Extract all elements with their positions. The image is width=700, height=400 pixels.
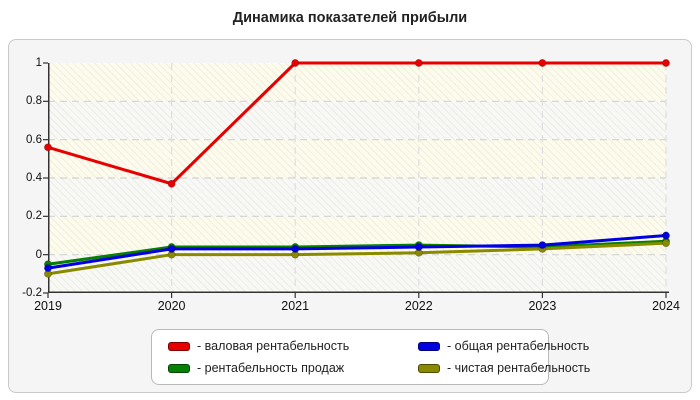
sales-margin-swatch: [168, 363, 190, 373]
legend-item-total-margin: - общая рентабельность: [418, 336, 590, 356]
chart-panel: -0.2 0 0.2 0.4 0.6 0.8 1 2019 2020 2021 2022 2023 2…: [8, 39, 692, 393]
legend-label: - чистая рентабельность: [447, 361, 591, 375]
y-tick-label: 1: [35, 57, 42, 69]
y-tick-label: -0.2: [22, 287, 42, 299]
x-tick-label: 2019: [34, 299, 62, 313]
y-tick-label: 0.6: [26, 133, 42, 146]
data-point: [662, 59, 671, 67]
legend: - валовая рентабельность - общая рентабе…: [151, 329, 590, 385]
y-tick-label: 0.4: [26, 172, 42, 184]
legend-label: - общая рентабельность: [447, 339, 590, 353]
data-line: [47, 239, 667, 266]
data-point: [538, 241, 547, 250]
y-tick-label: 0.2: [26, 210, 42, 223]
data-point: [44, 143, 52, 152]
data-line: [47, 61, 666, 186]
data-point: [167, 244, 176, 253]
data-point: [538, 59, 547, 67]
legend-label: - валовая рентабельность: [197, 339, 350, 353]
data-point: [414, 59, 423, 67]
data-point: [662, 231, 671, 240]
data-point: [291, 59, 300, 67]
chart-title: Динамика показателей прибыли: [232, 10, 468, 26]
total-margin-swatch: [418, 341, 440, 351]
x-tick-label: 2024: [652, 299, 680, 313]
x-tick-label: 2023: [528, 299, 557, 313]
x-tick-label: 2022: [404, 299, 433, 313]
net-margin-swatch: [418, 363, 440, 373]
gross-margin-swatch: [168, 341, 190, 351]
data-point: [291, 244, 300, 253]
legend-item-gross-margin: - валовая рентабельность: [168, 336, 418, 356]
data-point: [44, 264, 52, 273]
data-point: [167, 179, 176, 188]
data-point: [662, 239, 671, 248]
data-point: [414, 242, 423, 251]
y-tick-label: 0: [35, 248, 42, 261]
x-tick-label: 2020: [157, 299, 186, 313]
data-line: [47, 241, 667, 276]
legend-label: - рентабельность продаж: [197, 361, 345, 375]
data-line: [47, 234, 667, 270]
legend-item-sales-margin: - рентабельность продаж: [168, 358, 418, 378]
y-tick-label: 0.8: [26, 95, 42, 108]
legend-item-net-margin: - чистая рентабельность: [418, 358, 590, 378]
plot-area: [43, 59, 671, 298]
plot-svg: [43, 59, 671, 298]
x-tick-label: 2021: [281, 299, 310, 313]
